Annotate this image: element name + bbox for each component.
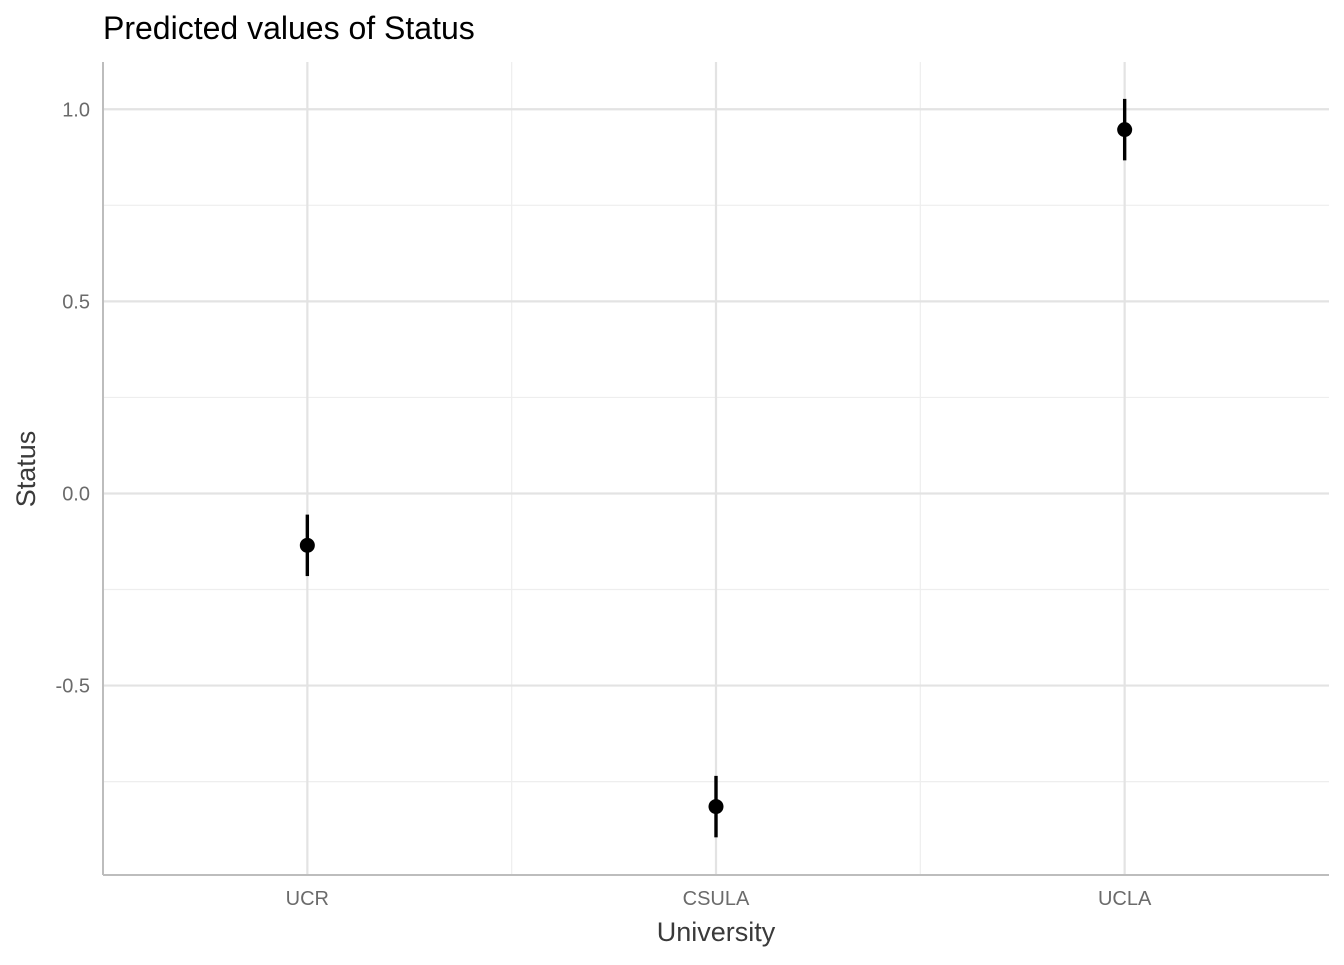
data-point bbox=[708, 799, 724, 815]
x-tick-label: CSULA bbox=[683, 888, 750, 910]
data-point bbox=[299, 537, 315, 553]
chart-title: Predicted values of Status bbox=[103, 10, 475, 46]
marks-layer bbox=[299, 98, 1133, 838]
y-tick-label: -0.5 bbox=[56, 676, 90, 698]
x-tick-label: UCR bbox=[286, 888, 329, 910]
grid-layer bbox=[103, 62, 1329, 875]
y-axis-title: Status bbox=[11, 431, 41, 508]
data-point bbox=[1117, 122, 1133, 138]
y-tick-label: 0.0 bbox=[62, 483, 90, 505]
axis-layer: 1.0 0.5 0.0 -0.5 UCR CSULA UCLA bbox=[56, 62, 1329, 910]
y-tick-label: 0.5 bbox=[62, 291, 90, 313]
x-axis-title: University bbox=[657, 917, 776, 947]
y-tick-label: 1.0 bbox=[62, 99, 90, 121]
x-tick-label: UCLA bbox=[1098, 888, 1152, 910]
